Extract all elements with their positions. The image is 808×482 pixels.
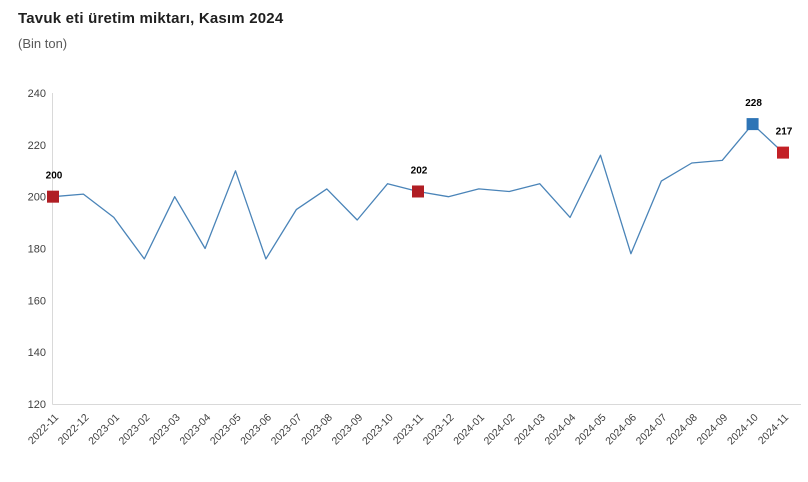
data-point-label: 200	[46, 171, 63, 182]
y-axis-tick-label: 140	[28, 347, 46, 359]
x-axis-tick-label: 2023-06	[238, 412, 274, 448]
x-axis-tick-label: 2024-08	[664, 412, 700, 448]
x-axis-tick-label: 2024-05	[573, 412, 609, 448]
data-point-label: 202	[411, 165, 428, 176]
chart-unit-label: (Bin ton)	[18, 36, 68, 51]
x-axis-tick-label: 2024-09	[695, 412, 731, 448]
x-axis-tick-label: 2024-07	[634, 412, 670, 448]
x-axis-tick-label: 2024-01	[451, 412, 487, 448]
x-axis-tick-label: 2023-08	[299, 412, 335, 448]
x-axis-tick-label: 2023-09	[330, 412, 366, 448]
x-axis-tick-label: 2023-11	[391, 412, 426, 447]
data-point-marker	[746, 118, 759, 131]
x-axis-tick-label: 2023-02	[117, 412, 153, 448]
x-axis-tick-label: 2023-10	[360, 412, 396, 448]
x-axis-tick-label: 2024-10	[725, 412, 761, 448]
y-axis-tick-label: 240	[28, 88, 46, 100]
x-axis-tick-label: 2024-04	[542, 412, 578, 448]
chart-title: Tavuk eti üretim miktarı, Kasım 2024	[18, 10, 284, 27]
x-axis-tick-label: 2022-11	[26, 412, 61, 447]
x-axis-tick-label: 2024-03	[512, 412, 548, 448]
x-axis-tick-label: 2024-11	[756, 412, 791, 447]
data-point-marker	[47, 190, 59, 203]
y-axis-tick-label: 120	[28, 399, 46, 411]
y-axis-tick-label: 180	[28, 244, 46, 256]
y-axis-tick-label: 200	[28, 192, 46, 204]
x-axis-tick-label: 2023-03	[147, 412, 183, 448]
x-axis-tick-label: 2024-02	[482, 412, 518, 448]
data-point-label: 228	[745, 98, 762, 109]
x-axis-tick-label: 2022-12	[56, 412, 92, 448]
x-axis-tick-label: 2023-07	[269, 412, 305, 448]
y-axis-tick-label: 160	[28, 295, 46, 307]
y-axis-tick-label: 220	[28, 140, 46, 152]
x-axis-tick-label: 2024-06	[603, 412, 639, 448]
data-point-marker	[412, 185, 424, 198]
x-axis-tick-label: 2023-04	[177, 412, 213, 448]
data-point-marker	[777, 146, 789, 159]
data-point-label: 217	[776, 127, 793, 138]
x-axis-tick-label: 2023-01	[86, 412, 122, 448]
x-axis-tick-label: 2023-12	[421, 412, 457, 448]
x-axis-tick-label: 2023-05	[208, 412, 244, 448]
